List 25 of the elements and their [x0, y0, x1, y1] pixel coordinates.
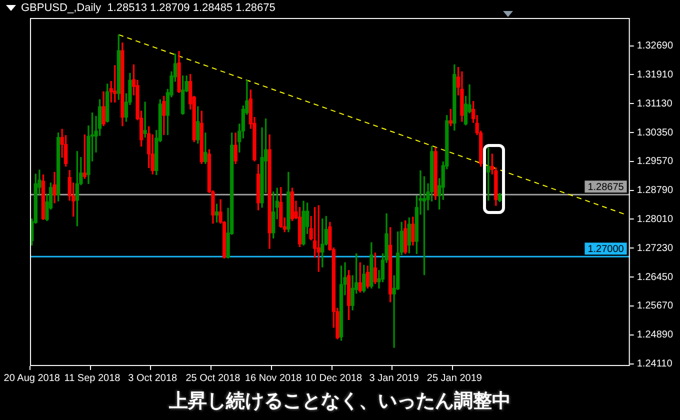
ref-line-label: 1.27000 [588, 244, 624, 255]
x-tick-label: 3 Jan 2019 [369, 372, 420, 384]
y-tick-label: 1.26450 [636, 272, 674, 283]
y-tick-label: 1.29570 [636, 156, 674, 168]
y-tick-label: 1.32690 [636, 40, 674, 52]
y-tick-label: 1.31910 [636, 69, 674, 80]
x-tick-label: 11 Sep 2018 [64, 372, 121, 384]
y-tick-label: 1.24890 [636, 330, 674, 341]
x-tick-label: 25 Jan 2019 [426, 372, 482, 384]
ref-line-label: 1.28675 [588, 182, 624, 193]
x-tick-label: 3 Oct 2018 [128, 372, 178, 384]
x-tick-label: 16 Nov 2018 [244, 372, 302, 384]
y-tick-label: 1.30350 [636, 127, 674, 138]
x-tick-label: 10 Dec 2018 [305, 372, 362, 384]
y-tick-label: 1.25670 [636, 300, 674, 312]
y-tick-label: 1.27230 [636, 242, 674, 254]
candlestick [143, 102, 147, 138]
text: 上昇し続けることなく、いったん調整中 [168, 389, 512, 414]
x-tick-label: 20 Aug 2018 [4, 372, 60, 384]
x-tick-label: 25 Oct 2018 [186, 372, 241, 384]
chart-title: GBPUSD_,Daily 1.28513 1.28709 1.28485 1.28675 [21, 2, 276, 14]
y-tick-label: 1.28010 [636, 214, 674, 225]
y-tick-label: 1.24110 [636, 358, 673, 370]
y-tick-label: 1.31130 [636, 98, 673, 110]
y-tick-label: 1.28790 [636, 185, 674, 196]
